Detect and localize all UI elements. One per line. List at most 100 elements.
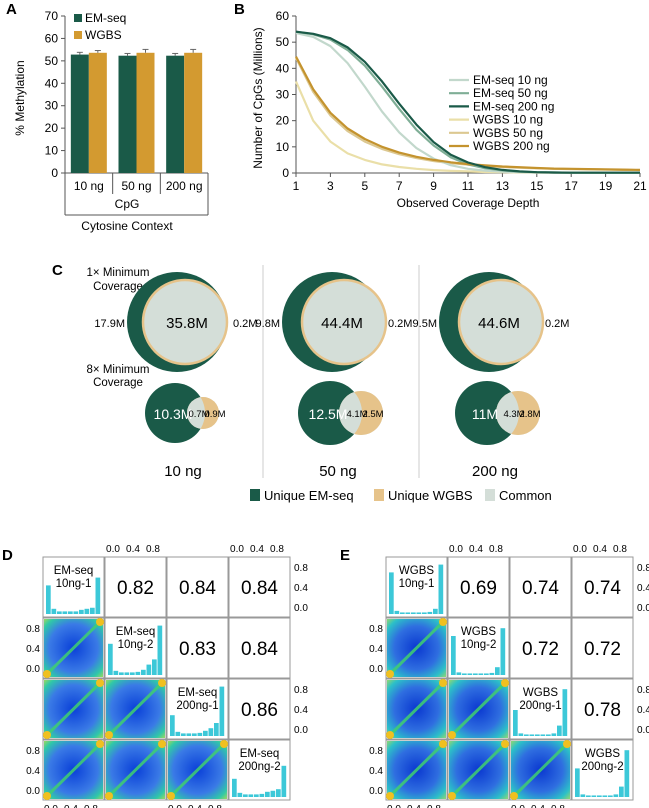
histogram-bar [389, 572, 394, 614]
left-axis-tick: 0.0 [26, 664, 40, 675]
density-hotspot [167, 792, 175, 800]
venn-unique-emseq-value: 12.5M [309, 406, 348, 422]
histogram-bar [152, 659, 157, 675]
histogram-bar [562, 689, 568, 736]
panel-a-legend: EM-seq WGBS [74, 11, 126, 42]
sample-name-line1: EM-seq [178, 687, 218, 699]
bar-emseq [118, 55, 137, 173]
density-hotspot [448, 792, 456, 800]
correlation-value: 0.84 [179, 578, 216, 599]
left-axis-tick: 0.8 [369, 746, 383, 757]
venn-common-value: 4.1M [346, 409, 367, 420]
sample-name-line2: 10ng-1 [399, 578, 435, 590]
sample-name-line1: EM-seq [54, 565, 94, 577]
matrix-cell: 0.74 [571, 556, 634, 618]
histogram-bar [546, 734, 551, 736]
left-axis-tick: 0.8 [26, 746, 40, 757]
y-tick-label: 10 [45, 144, 59, 158]
sample-name-line2: 200ng-1 [176, 700, 218, 712]
sample-name-line2: 10ng-2 [118, 639, 154, 651]
series-line-em-seq-50-ng [295, 30, 640, 174]
venn-unique-wgbs-value: 2.5M [362, 409, 383, 420]
cell-frame [385, 556, 448, 618]
y-tick-label: 40 [45, 76, 59, 90]
histogram-bar [237, 792, 243, 797]
top-axis-tick: 0.0 [573, 544, 587, 555]
histogram-bar [495, 667, 500, 675]
matrix-cell [166, 739, 229, 801]
left-axis-tick: 0.4 [369, 644, 383, 655]
sample-name-line2: 200ng-2 [238, 761, 280, 773]
density-hotspot [501, 679, 509, 687]
matrix-cell: 0.69 [447, 556, 510, 618]
input-amount-label: 200 ng [472, 463, 518, 480]
legend-label: EM-seq 200 ng [473, 99, 554, 113]
y-tick-label: 20 [276, 114, 290, 128]
venn-diagram: 11M 4.3M2.8M [455, 381, 541, 445]
venn-unique-wgbs-value: 0.9M [204, 409, 225, 420]
bottom-axis-tick: 0.4 [188, 804, 202, 808]
matrix-cell [385, 617, 448, 679]
series-line-em-seq-200-ng [295, 30, 640, 174]
legend-swatch-unique-wgbs [374, 489, 384, 501]
bottom-axis-tick: 0.4 [64, 804, 78, 808]
density-hotspot [563, 740, 571, 748]
panel-b-x-axis-label: Observed Coverage Depth [397, 196, 540, 210]
cell-frame [447, 556, 510, 618]
histogram-bar [46, 585, 51, 614]
bar-wgbs [136, 52, 155, 174]
histogram-bar [130, 672, 135, 675]
histogram-bar [608, 795, 613, 797]
histogram-bar [484, 673, 489, 675]
histogram-bar [281, 765, 287, 797]
cell-frame [571, 556, 634, 618]
venn-unique-emseq-value: 11M [472, 406, 498, 422]
histogram-bar [427, 611, 433, 614]
density-hotspot [96, 740, 104, 748]
x-tick-label: 19 [599, 179, 613, 193]
density-hotspot [43, 670, 51, 678]
histogram-bar [451, 636, 456, 675]
histogram-bar [467, 673, 473, 675]
row-label-1x-line1: 1× Minimum [87, 267, 150, 279]
panel-b-lines [294, 30, 641, 174]
legend-swatch-emseq [74, 14, 82, 22]
bottom-axis-tick: 0.4 [407, 804, 421, 808]
sample-name-line1: WGBS [461, 626, 496, 638]
histogram-bar [62, 611, 68, 614]
legend-swatch-unique-emseq [250, 489, 260, 501]
top-axis-tick: 0.4 [593, 544, 607, 555]
histogram-bar [254, 794, 259, 797]
right-axis-tick: 0.0 [637, 603, 649, 614]
histogram-bar [456, 672, 462, 675]
matrix-cell: 0.84 [166, 556, 229, 618]
venn-common-value: 0.7M [188, 409, 209, 420]
right-axis-tick: 0.0 [637, 725, 649, 736]
density-hotspot [96, 618, 104, 626]
row-label-8x-line1: 8× Minimum [87, 364, 150, 376]
sample-name-line1: EM-seq [116, 626, 156, 638]
x-tick-label: 50 ng [121, 179, 151, 193]
panel-a-y-axis-label: % Methylation [13, 60, 27, 135]
input-amount-label: 50 ng [319, 463, 357, 480]
legend-label-common: Common [499, 488, 552, 503]
cell-frame [571, 678, 634, 740]
venn-wgbs-circle [300, 278, 388, 366]
histogram-bar [557, 725, 562, 736]
histogram-bar [95, 577, 101, 614]
venn-common-value: 44.4M [321, 315, 363, 332]
histogram-bar [276, 789, 281, 797]
panel-c-label: C [52, 262, 63, 279]
histogram-bar [575, 768, 580, 797]
bar-wgbs [184, 52, 203, 174]
y-tick-label: 40 [276, 61, 290, 75]
histogram-bar [551, 733, 557, 736]
sample-name-line2: 10ng-1 [56, 578, 92, 590]
bottom-axis-tick: 0.8 [551, 804, 565, 808]
correlation-value: 0.82 [117, 578, 154, 599]
density-diagonal [167, 740, 228, 800]
histogram-bar [462, 673, 467, 675]
histogram-bar [243, 794, 248, 797]
